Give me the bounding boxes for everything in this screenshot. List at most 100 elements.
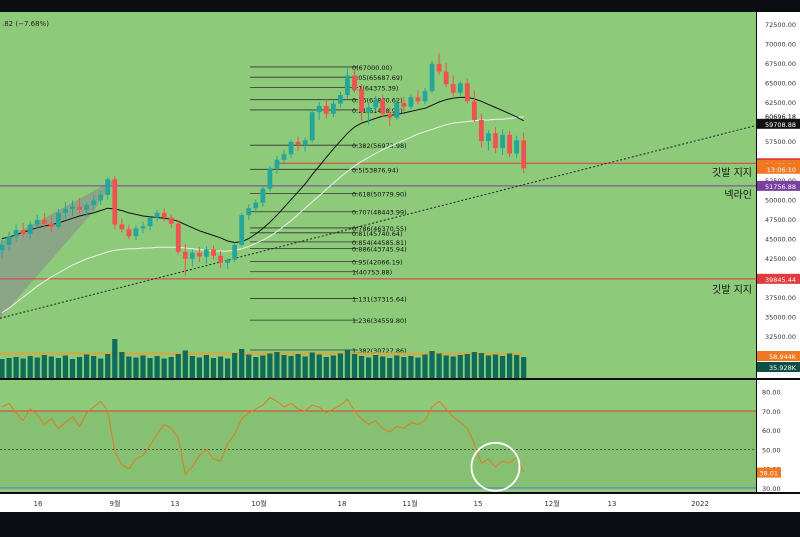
volume-bar	[387, 358, 393, 378]
volume-bar	[316, 354, 322, 378]
candle	[175, 223, 181, 252]
candle	[119, 224, 125, 230]
candle	[140, 226, 146, 229]
volume-bar	[161, 358, 167, 378]
volume-bar	[112, 339, 118, 378]
volume-bar	[464, 354, 470, 378]
fib-label: 1.382(30727.86)	[352, 347, 407, 355]
price-axis-bg	[757, 12, 800, 378]
candle	[288, 141, 294, 155]
volume-bar	[168, 357, 174, 378]
fib-label: 1(40753.88)	[352, 269, 392, 277]
candle	[253, 202, 259, 209]
candle	[211, 249, 216, 256]
price-tick: 37500.00	[765, 294, 796, 302]
volume-bar	[126, 356, 132, 378]
candle	[20, 230, 26, 234]
rsi-tick: 80.00	[762, 389, 781, 397]
volume-bar	[69, 359, 76, 378]
volume-bar	[366, 357, 372, 378]
fib-label: 0.886(43745.94)	[352, 245, 407, 253]
volume-bar	[182, 350, 188, 378]
volume-bar	[521, 357, 527, 378]
candle	[182, 251, 188, 259]
candle	[126, 229, 132, 237]
candle	[41, 219, 47, 224]
fib-label: 0.21(61488.92)	[352, 107, 403, 115]
volume-bar	[422, 354, 428, 378]
price-label-bg	[757, 111, 800, 122]
volume-bar	[140, 355, 146, 378]
rsi-line	[1, 396, 525, 476]
header-value: .82 (−7.68%)	[2, 20, 49, 28]
volume-bar	[217, 356, 224, 378]
volume-bar	[232, 353, 238, 378]
fib-label: 0(67000.00)	[352, 64, 392, 72]
candle	[309, 112, 315, 141]
candle	[493, 133, 498, 149]
volume-bar	[13, 357, 19, 378]
candle	[366, 107, 371, 113]
time-tick: 11월	[402, 499, 417, 508]
volume-bar	[133, 357, 139, 378]
volume-bar	[119, 352, 125, 378]
volume-bar	[6, 358, 12, 378]
candle	[6, 236, 12, 245]
price-label-bg	[757, 163, 800, 174]
time-tick: 13	[608, 500, 617, 508]
volume-bar	[380, 356, 386, 378]
candle	[98, 194, 104, 201]
candle	[323, 105, 329, 114]
volume-bar	[260, 355, 266, 378]
volume-bar	[281, 355, 287, 378]
price-label: 39845.44	[765, 276, 796, 284]
volume-bar	[288, 356, 294, 378]
candle	[422, 91, 428, 102]
volume-bar	[62, 355, 69, 378]
volume-bar	[48, 356, 54, 378]
time-axis[interactable]: 16 9월 13 10월 18 11월 15 12월 13 2022	[34, 499, 709, 508]
volume-bar	[450, 356, 456, 378]
candle	[415, 97, 421, 102]
highlight-circle	[470, 441, 521, 492]
fib-label: 0.95(42066.19)	[352, 259, 403, 267]
volume-bar	[330, 355, 336, 378]
volume-bar	[302, 356, 308, 378]
volume-bar	[20, 358, 26, 378]
volume-bar	[443, 355, 449, 378]
fib-label: 1.131(37315.64)	[352, 296, 407, 304]
candle	[479, 119, 484, 142]
volume-bar	[253, 357, 259, 378]
candle	[27, 224, 33, 234]
candle	[429, 63, 435, 92]
volume-bar	[147, 358, 153, 378]
volume-bar	[394, 355, 400, 378]
candle	[218, 255, 223, 263]
volume-bar	[246, 354, 252, 378]
support-top-label: 깃발 지지	[712, 167, 752, 179]
price-pane[interactable]: 0(67000.00) 0.05(65687.69) 0.1(64375.39) 0.…	[0, 53, 757, 355]
volume-bar	[210, 358, 217, 378]
candle	[295, 141, 301, 145]
volume-bar	[91, 356, 97, 378]
fib-label: 0.786(46370.55)	[352, 225, 407, 233]
volume-bar	[76, 357, 83, 378]
candle	[77, 206, 82, 210]
candle	[373, 99, 379, 108]
volume-bar	[408, 356, 414, 378]
candle	[464, 83, 470, 102]
volume-label: 35.928K	[769, 364, 797, 372]
volume-bar	[154, 356, 160, 378]
price-axis[interactable]: 72500.00 70000.00 67500.00 65000.00 62500.00…	[757, 21, 800, 372]
candle	[133, 228, 139, 237]
candle	[521, 140, 527, 169]
fib-label: 0.81(45740.64)	[352, 230, 403, 238]
volume-bar	[344, 350, 351, 378]
candle	[34, 219, 40, 225]
price-tick: 62500.00	[765, 99, 796, 107]
candle	[232, 244, 238, 260]
price-label-bg	[757, 273, 800, 284]
candle	[197, 252, 202, 257]
